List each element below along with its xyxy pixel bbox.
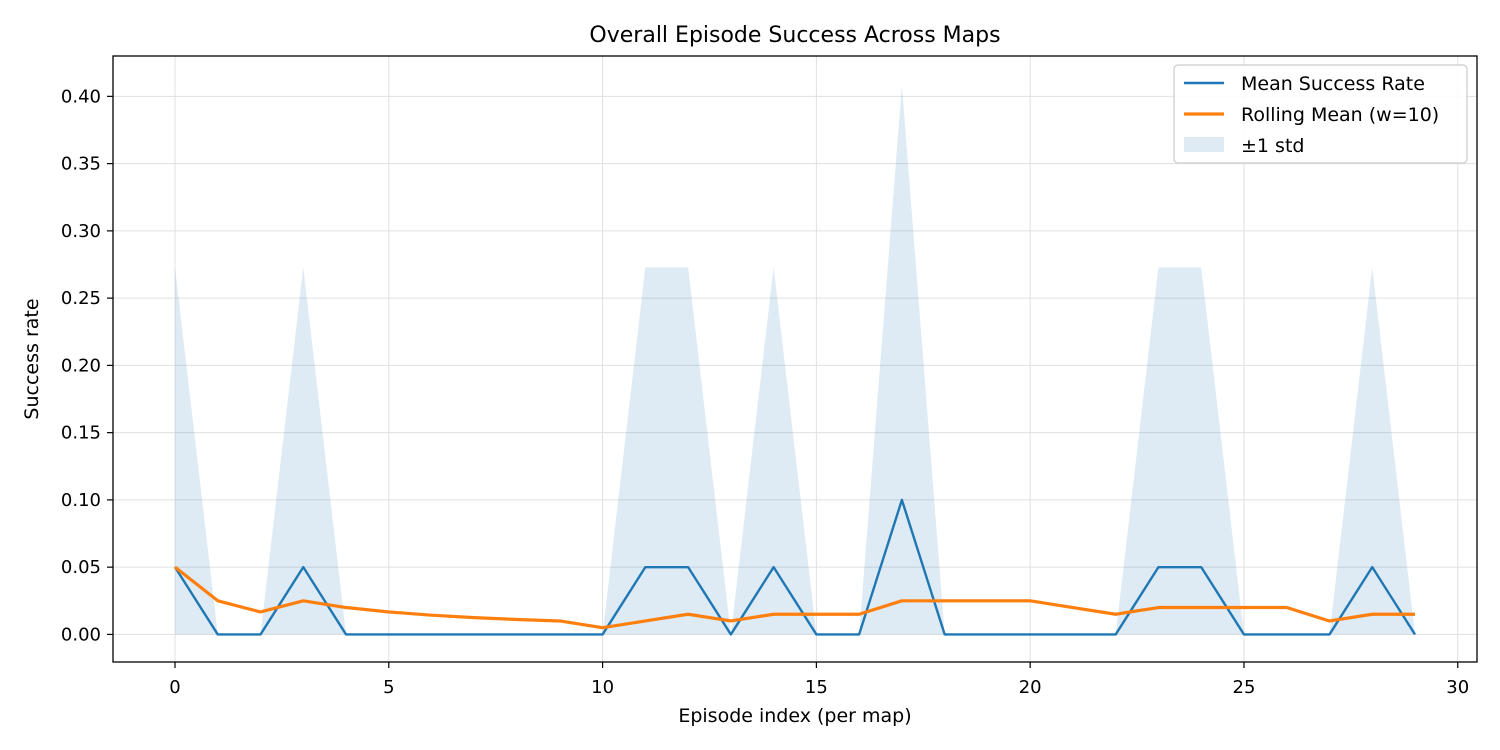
series-layer: [173, 498, 1417, 636]
legend-box: [1173, 64, 1468, 164]
std-band: [175, 85, 1415, 635]
x-tick-label: 5: [383, 677, 394, 698]
y-tick-label: 0.20: [61, 355, 101, 376]
x-tick-label: 10: [591, 677, 614, 698]
mean-success-line: [173, 498, 1417, 636]
y-tick-label: 0.15: [61, 423, 101, 444]
std-band-layer: [175, 85, 1415, 635]
y-tick-label: 0.05: [61, 557, 101, 578]
legend: Mean Success Rate Rolling Mean (w=10) ±1 s…: [1173, 64, 1468, 164]
y-tick-label: 0.40: [61, 86, 101, 107]
chart-title: Overall Episode Success Across Maps: [589, 23, 1000, 48]
legend-entry-label: Rolling Mean (w=10): [1241, 104, 1439, 126]
x-tick-label: 15: [805, 677, 828, 698]
y-tick-label: 0.35: [61, 154, 101, 175]
x-tick-label: 30: [1446, 677, 1469, 698]
x-axis-label: Episode index (per map): [678, 705, 911, 727]
y-tick-label: 0.30: [61, 221, 101, 242]
rolling-mean-line: [174, 565, 1415, 630]
x-tick-label: 25: [1233, 677, 1256, 698]
y-tick-label: 0.10: [61, 490, 101, 511]
legend-swatch-band: [1184, 137, 1224, 152]
plot-frame: [112, 55, 1478, 663]
y-axis-label: Success rate: [21, 298, 43, 419]
axis-ticks: 0 5 10 15 20 25 30 0.00 0.05 0.10 0.15 0.20 0.25 0.30…: [61, 86, 1469, 698]
y-tick-label: 0.25: [61, 288, 101, 309]
x-tick-label: 0: [169, 677, 180, 698]
legend-entry-label: ±1 std: [1241, 135, 1304, 157]
y-tick-label: 0.00: [61, 624, 101, 645]
legend-entry-label: Mean Success Rate: [1241, 73, 1425, 95]
x-tick-label: 20: [1019, 677, 1042, 698]
